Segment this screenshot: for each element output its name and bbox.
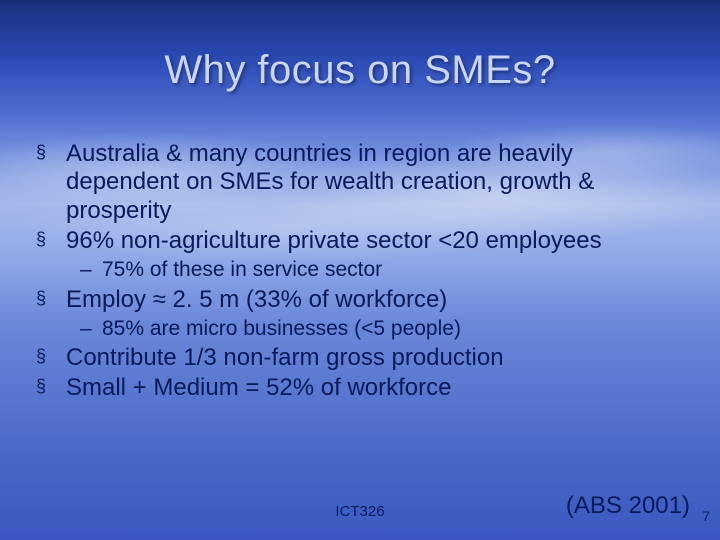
bullet-text: 85% are micro businesses (<5 people) <box>102 317 461 340</box>
slide-body: § Australia & many countries in region a… <box>36 140 684 405</box>
bullet-text: Contribute 1/3 non-farm gross production <box>66 344 504 371</box>
bullet-l2: – 75% of these in service sector <box>36 257 684 283</box>
footer-citation: (ABS 2001) <box>566 492 690 520</box>
dash-icon: – <box>80 316 92 342</box>
dash-icon: – <box>80 257 92 283</box>
slide: Why focus on SMEs? § Australia & many co… <box>0 0 720 540</box>
bullet-text: 75% of these in service sector <box>102 258 382 281</box>
bullet-text: Employ ≈ 2. 5 m (33% of workforce) <box>66 286 447 313</box>
bullet-l1: § 96% non-agriculture private sector <20… <box>36 227 684 255</box>
square-bullet-icon: § <box>36 346 46 367</box>
bullet-l1: § Small + Medium = 52% of workforce <box>36 374 684 402</box>
bullet-text: Australia & many countries in region are… <box>66 140 594 224</box>
slide-title: Why focus on SMEs? <box>0 48 720 93</box>
square-bullet-icon: § <box>36 142 46 163</box>
bullet-l1: § Contribute 1/3 non-farm gross producti… <box>36 344 684 372</box>
bullet-l2: – 85% are micro businesses (<5 people) <box>36 316 684 342</box>
square-bullet-icon: § <box>36 288 46 309</box>
bullet-text: 96% non-agriculture private sector <20 e… <box>66 227 602 254</box>
square-bullet-icon: § <box>36 229 46 250</box>
square-bullet-icon: § <box>36 376 46 397</box>
bullet-l1: § Australia & many countries in region a… <box>36 140 684 225</box>
page-number: 7 <box>702 508 710 524</box>
bullet-text: Small + Medium = 52% of workforce <box>66 374 452 401</box>
bullet-l1: § Employ ≈ 2. 5 m (33% of workforce) <box>36 286 684 314</box>
